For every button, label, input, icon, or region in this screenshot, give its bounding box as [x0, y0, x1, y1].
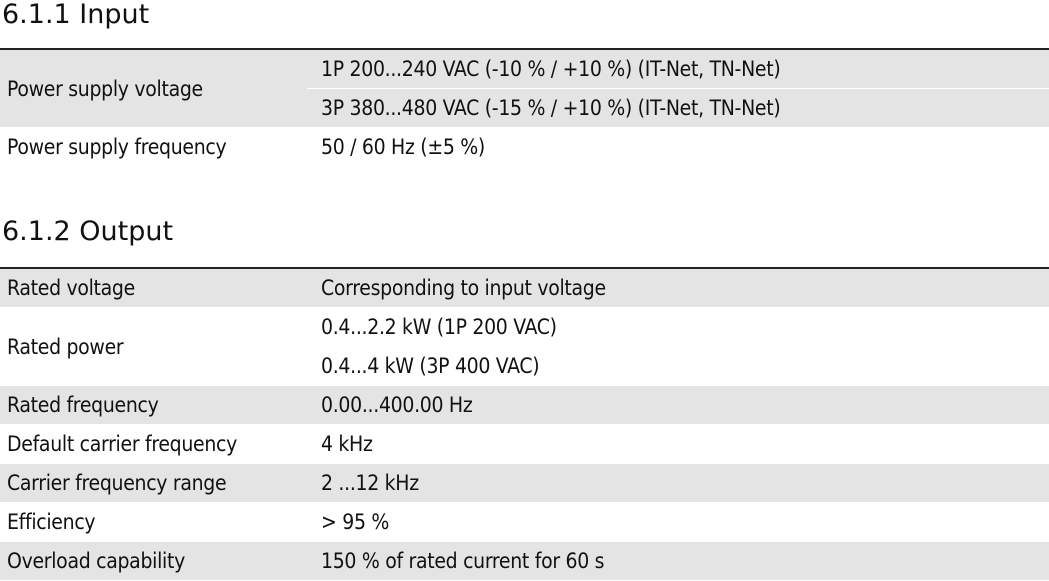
row-label: Rated voltage	[0, 268, 307, 308]
table-row: Rated power 0.4...2.2 kW (1P 200 VAC)	[0, 307, 1049, 386]
row-value: 0.4...4 kW (3P 400 VAC)	[307, 346, 1049, 386]
row-value: Corresponding to input voltage	[307, 268, 1049, 308]
row-label: Default carrier frequency	[0, 424, 307, 464]
row-label: Rated frequency	[0, 385, 307, 425]
row-label: Power supply frequency	[0, 127, 307, 167]
row-value: 150 % of rated current for 60 s	[307, 541, 1049, 581]
row-value: > 95 %	[307, 502, 1049, 542]
row-value: 0.00...400.00 Hz	[307, 385, 1049, 425]
table-row: Default carrier frequency 4 kHz	[0, 424, 1049, 464]
table-row: Power supply frequency 50 / 60 Hz (±5 %)	[0, 127, 1049, 167]
section-heading: 6.1.1 Input	[2, 0, 150, 30]
row-value: 50 / 60 Hz (±5 %)	[307, 127, 1049, 167]
table-row: 3P 380...480 VAC (-15 % / +10 %) (IT-Net…	[0, 88, 1049, 128]
table-row: Efficiency > 95 %	[0, 502, 1049, 542]
table-row: Power supply voltage 1P 200...240 VAC (-1…	[0, 49, 1049, 128]
spec-table: Power supply voltage 1P 200...240 VAC (-1…	[0, 48, 1049, 167]
table-row: Rated frequency 0.00...400.00 Hz	[0, 385, 1049, 425]
row-value: 1P 200...240 VAC (-10 % / +10 %) (IT-Net…	[307, 49, 1049, 89]
section: 6.1.1 Input Power supply voltage 1P 200...…	[0, 0, 1049, 167]
table-row: Overload capability 150 % of rated curren…	[0, 541, 1049, 581]
row-label: Overload capability	[0, 541, 307, 581]
row-value: 0.4...2.2 kW (1P 200 VAC)	[307, 307, 1049, 347]
row-label: Efficiency	[0, 502, 307, 542]
row-value: 4 kHz	[307, 424, 1049, 464]
row-label: Carrier frequency range	[0, 463, 307, 503]
table-row: Carrier frequency range 2 ...12 kHz	[0, 463, 1049, 503]
section: 6.1.2 Output Rated voltage Corresponding t…	[0, 217, 1049, 581]
row-value: 2 ...12 kHz	[307, 463, 1049, 503]
row-value: 3P 380...480 VAC (-15 % / +10 %) (IT-Net…	[307, 88, 1049, 128]
table-row: Rated voltage Corresponding to input volt…	[0, 268, 1049, 308]
section-heading: 6.1.2 Output	[2, 216, 174, 247]
row-label: Rated power	[0, 307, 307, 386]
row-label: Power supply voltage	[0, 49, 307, 128]
table-row: 0.4...4 kW (3P 400 VAC)	[0, 346, 1049, 386]
spec-table: Rated voltage Corresponding to input volt…	[0, 267, 1049, 581]
